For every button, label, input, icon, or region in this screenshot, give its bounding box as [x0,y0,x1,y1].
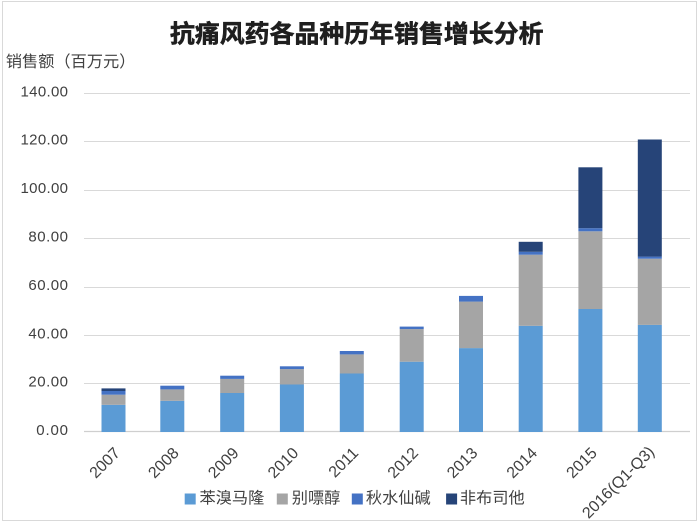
svg-text:120.00: 120.00 [21,132,69,149]
svg-text:140.00: 140.00 [21,83,69,100]
svg-text:20.00: 20.00 [28,374,68,391]
svg-text:80.00: 80.00 [28,229,68,246]
svg-text:40.00: 40.00 [28,325,68,342]
svg-text:60.00: 60.00 [28,277,68,294]
svg-text:0.00: 0.00 [36,422,68,439]
svg-text:100.00: 100.00 [21,180,69,197]
